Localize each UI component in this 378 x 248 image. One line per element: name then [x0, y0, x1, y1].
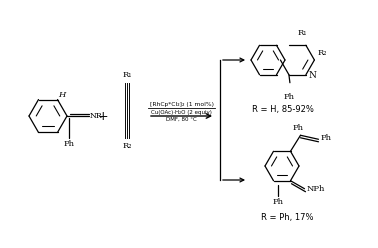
Text: DMF, 80 °C: DMF, 80 °C — [166, 117, 197, 122]
Text: R₂: R₂ — [318, 49, 327, 57]
Text: NPh: NPh — [307, 185, 325, 193]
Text: NR: NR — [90, 112, 103, 120]
Text: R₁: R₁ — [122, 71, 132, 79]
Text: Ph: Ph — [293, 124, 304, 132]
Text: [RhCp*Cl₂]₂ (1 mol%): [RhCp*Cl₂]₂ (1 mol%) — [150, 102, 214, 107]
Text: R₂: R₂ — [122, 142, 132, 150]
Text: Ph: Ph — [64, 140, 74, 148]
Text: R = H, 85-92%: R = H, 85-92% — [252, 105, 314, 114]
Text: Ph: Ph — [321, 134, 332, 142]
Text: R₁: R₁ — [297, 29, 307, 37]
Text: Ph: Ph — [273, 198, 284, 206]
Text: +: + — [98, 110, 108, 123]
Text: H: H — [59, 91, 66, 98]
Text: Cu(OAc)·H₂O (2 equiv): Cu(OAc)·H₂O (2 equiv) — [151, 110, 212, 115]
Text: N: N — [309, 71, 317, 80]
Text: Ph: Ph — [284, 93, 294, 101]
Text: R = Ph, 17%: R = Ph, 17% — [261, 213, 313, 222]
